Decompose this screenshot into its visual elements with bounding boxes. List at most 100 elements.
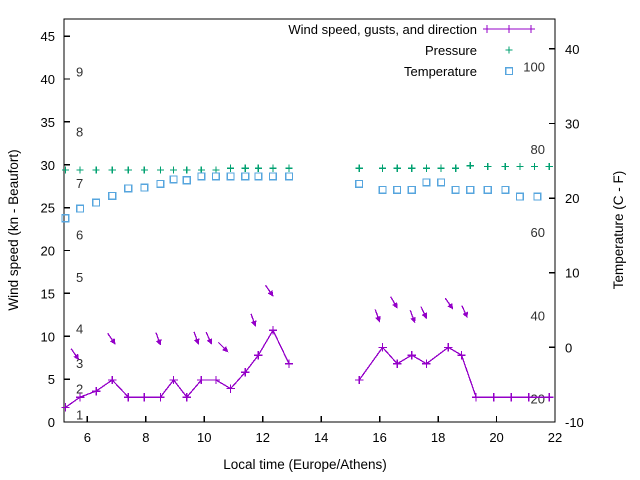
data-point-marker (268, 172, 278, 181)
beaufort-label: 4 (76, 322, 83, 337)
y2-tick-label: -10 (565, 415, 584, 430)
x-tick-label: 6 (84, 430, 91, 445)
arrow-head (250, 320, 257, 327)
legend-label: Wind speed, gusts, and direction (288, 22, 477, 37)
data-point-marker (254, 172, 263, 181)
data-point-marker (156, 179, 165, 188)
data-point-marker (61, 214, 70, 223)
arrow-head (375, 315, 381, 323)
data-point-marker (407, 185, 416, 194)
legend-label: Pressure (425, 43, 477, 58)
series-3 (61, 172, 542, 223)
arrow-head (109, 338, 116, 345)
arrow-head (410, 316, 416, 324)
beaufort-inner-labels: 1 2 3 4 5 6 7 8 9 (76, 64, 83, 422)
plot-border (63, 18, 556, 423)
x-axis-title: Local time (Europe/Athens) (223, 457, 387, 472)
arrow-head (447, 303, 454, 310)
series-2 (61, 162, 553, 174)
beaufort-label: 6 (76, 227, 83, 242)
plot-frame (63, 18, 556, 423)
arrow-head (206, 338, 213, 345)
x-tick-label: 8 (142, 430, 149, 445)
data-point-marker (182, 176, 191, 185)
wind-direction-arrow (264, 284, 274, 297)
chart-legend: Wind speed, gusts, and direction Pressure… (288, 22, 536, 79)
data-point-marker (436, 178, 446, 187)
arrow-head (222, 346, 229, 353)
data-point-marker (76, 204, 85, 213)
arrow-head (421, 312, 427, 320)
data-point-marker (393, 185, 402, 194)
arrow-head (73, 353, 80, 361)
fahrenheit-label: 20 (531, 391, 545, 406)
y-tick-label: 5 (48, 372, 55, 387)
data-point-marker (501, 185, 510, 194)
y2-tick-label: 0 (565, 340, 572, 355)
x-tick-label: 12 (256, 430, 270, 445)
x-tick-label: 20 (489, 430, 503, 445)
series-1 (61, 326, 554, 412)
beaufort-label: 7 (76, 176, 83, 191)
y-tick-label: 35 (41, 115, 55, 130)
x-axis-ticks: 6 8 10 12 14 16 18 20 22 (84, 416, 562, 445)
data-point-marker (197, 172, 206, 181)
beaufort-label: 5 (76, 270, 83, 285)
wind-direction-arrow (193, 331, 200, 345)
beaufort-label: 8 (76, 124, 83, 139)
y-axis-title: Wind speed (kn - Beaufort) (6, 149, 21, 310)
arrow-head (462, 311, 468, 319)
arrow-head (155, 339, 162, 346)
data-point-marker (226, 172, 235, 181)
beaufort-label: 2 (76, 382, 83, 397)
wind-direction-arrow (155, 332, 162, 346)
y-tick-label: 25 (41, 201, 55, 216)
data-point-marker (92, 198, 101, 207)
y-tick-label: 20 (41, 244, 55, 259)
y-tick-label: 0 (48, 415, 55, 430)
arrow-head (267, 290, 274, 297)
fahrenheit-label: 40 (531, 309, 545, 324)
fahrenheit-label: 80 (531, 142, 545, 157)
data-point-marker (515, 192, 524, 201)
wind-direction-arrow (374, 309, 381, 323)
data-point-marker (483, 185, 492, 194)
y-tick-label: 45 (41, 29, 55, 44)
wind-direction-arrow (218, 342, 229, 353)
data-series-group (61, 162, 554, 412)
y2-axis-title: Temperature (C - F) (611, 171, 626, 290)
y-tick-label: 15 (41, 286, 55, 301)
x-tick-label: 14 (314, 430, 328, 445)
data-point-marker (533, 192, 542, 201)
beaufort-label: 9 (76, 64, 83, 79)
wind-direction-arrow (409, 310, 416, 324)
data-point-marker (451, 185, 460, 194)
data-point-marker (108, 191, 117, 200)
x-tick-label: 18 (431, 430, 445, 445)
wind-direction-arrow (250, 313, 257, 327)
fahrenheit-inner-labels: 20 40 60 80 100 (523, 59, 545, 406)
arrow-head (193, 338, 200, 345)
y2-axis-ticks: -10 0 10 20 30 40 (549, 42, 584, 430)
y-axis-ticks: 0 5 10 15 20 25 30 35 40 45 (41, 29, 70, 430)
beaufort-label: 1 (76, 407, 83, 422)
fahrenheit-label: 100 (523, 59, 545, 74)
data-point-marker (355, 179, 364, 188)
wind-direction-arrow (444, 297, 454, 310)
data-point-marker (284, 172, 294, 181)
wind-direction-arrow (420, 306, 427, 320)
y2-tick-label: 20 (565, 191, 579, 206)
wind-direction-arrow (70, 348, 80, 361)
y2-tick-label: 10 (565, 266, 579, 281)
data-point-marker (378, 185, 387, 194)
y-tick-label: 40 (41, 72, 55, 87)
y2-tick-label: 30 (565, 116, 579, 131)
data-point-marker (466, 185, 475, 194)
data-point-marker (422, 178, 431, 187)
arrow-head (392, 302, 398, 309)
y-tick-label: 10 (41, 329, 55, 344)
beaufort-label: 3 (76, 356, 83, 371)
